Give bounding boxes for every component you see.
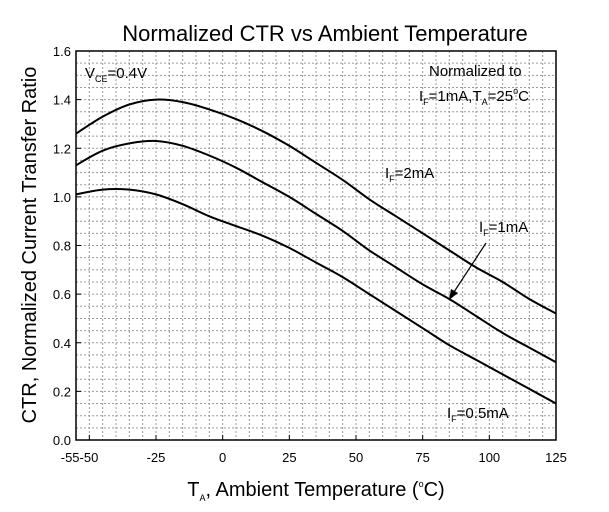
norm-s2: A — [482, 97, 488, 107]
x-axis-label-mid: , Ambient Temperature ( — [206, 479, 419, 501]
y-tick-label: 0.4 — [53, 336, 71, 351]
curves — [75, 98, 557, 405]
x-axis-label-sup: o — [419, 479, 424, 489]
norm-s1: F — [423, 97, 429, 107]
y-tick-label: 1.2 — [53, 141, 71, 156]
y-tick-label: 1.6 — [53, 44, 71, 59]
x-axis-label: TA, Ambient Temperature (oC) — [187, 479, 444, 503]
norm-p3: =25 — [488, 88, 513, 105]
series-line-1ma — [75, 139, 557, 364]
x-tick-label: 125 — [545, 450, 567, 465]
series-label-1ma: IF=1mA — [479, 219, 528, 238]
x-tick-label: 100 — [478, 450, 500, 465]
axis-ticks: -55-50 -25 0 25 50 75 100 125 0.0 0.2 0.4 0.6 0.8 1.0… — [53, 44, 567, 465]
series-label-0-5ma: IF=0.5mA — [447, 405, 509, 424]
y-tick-label: 0.0 — [53, 433, 71, 448]
series-1ma-arrow-head — [449, 289, 458, 300]
series-line-0-5ma — [75, 188, 557, 405]
x-axis-label-post: C) — [424, 479, 445, 501]
y-tick-label: 1.4 — [53, 93, 71, 108]
x-tick-label: -25 — [147, 450, 166, 465]
x-axis-label-sub: A — [200, 493, 206, 503]
vce-pre: V — [85, 65, 95, 82]
x-tick-label: 75 — [415, 450, 429, 465]
x-tick-label: -55-50 — [61, 450, 99, 465]
vce-post: =0.4V — [108, 65, 148, 82]
y-tick-label: 0.6 — [53, 287, 71, 302]
x-tick-label: 50 — [349, 450, 363, 465]
normalized-note-line1: Normalized to — [429, 63, 522, 80]
vce-sub: CE — [95, 74, 108, 84]
x-axis-label-pre: T — [187, 479, 199, 501]
y-axis-label: CTR, Normalized Current Transfer Ratio — [19, 67, 41, 424]
y-tick-label: 1.0 — [53, 190, 71, 205]
vce-annotation: VCE=0.4V — [85, 65, 147, 84]
grid — [76, 51, 556, 440]
y-tick-label: 0.8 — [53, 239, 71, 254]
series-1ma-arrow-line — [451, 242, 487, 296]
series-line-2ma — [75, 98, 557, 315]
x-tick-label: 25 — [282, 450, 296, 465]
norm-p2: =1mA,T — [429, 88, 482, 105]
y-tick-label: 0.2 — [53, 384, 71, 399]
normalized-note-line2: IF=1mA,TA=25oC — [419, 86, 529, 107]
norm-sup: o — [513, 86, 518, 96]
chart-title: Normalized CTR vs Ambient Temperature — [122, 21, 528, 46]
x-tick-label: 0 — [219, 450, 226, 465]
norm-p4: C — [518, 88, 529, 105]
series-label-2ma: IF=2mA — [385, 165, 434, 184]
norm-p1: I — [419, 88, 423, 105]
